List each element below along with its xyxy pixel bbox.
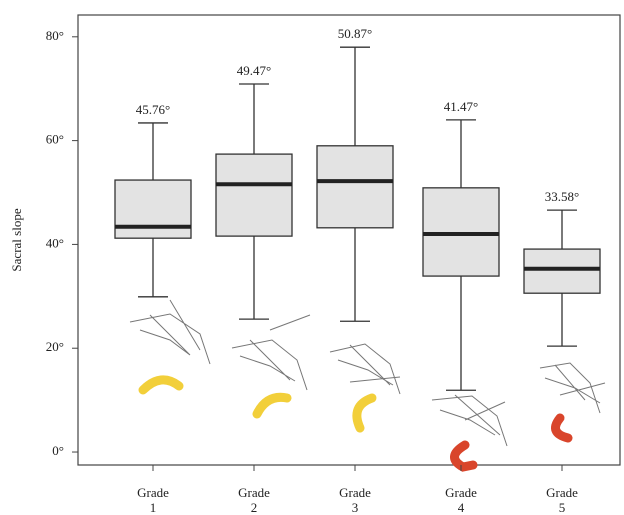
annotation: 50.87° (338, 26, 372, 41)
box (216, 154, 292, 236)
annotation: 41.47° (444, 99, 478, 114)
box (423, 188, 499, 276)
y-tick-label: 60° (46, 132, 64, 147)
plot-frame (78, 15, 620, 465)
annotation: 45.76° (136, 102, 170, 117)
y-tick-label: 40° (46, 235, 64, 250)
direction-arrows (143, 380, 568, 467)
y-axis-label: Sacral slope (9, 208, 24, 271)
box (317, 146, 393, 228)
spine-illustrations (130, 300, 605, 446)
box (115, 180, 191, 238)
annotation: 49.47° (237, 63, 271, 78)
y-tick-label: 20° (46, 339, 64, 354)
annotation: 33.58° (545, 189, 579, 204)
page: {"chart_data": {"type": "box", "y_label"… (0, 0, 624, 511)
y-tick-label: 80° (46, 28, 64, 43)
box (524, 249, 600, 293)
y-tick-label: 0° (52, 443, 64, 458)
chart: Sacral slope 0° 20° 40° 60° 80° 45.76° 49.47° 5… (0, 0, 624, 511)
